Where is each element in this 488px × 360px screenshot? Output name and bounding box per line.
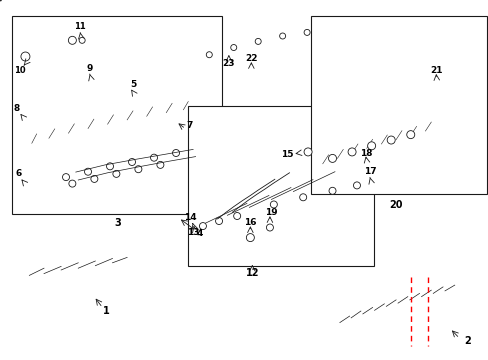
- Circle shape: [68, 36, 76, 44]
- Circle shape: [328, 187, 335, 194]
- Circle shape: [79, 37, 85, 43]
- Circle shape: [367, 142, 375, 150]
- Text: 9: 9: [86, 64, 93, 73]
- Text: 1: 1: [103, 306, 110, 316]
- Text: 18: 18: [360, 148, 372, 158]
- Circle shape: [172, 149, 179, 157]
- Text: 2: 2: [464, 336, 470, 346]
- Circle shape: [157, 161, 163, 168]
- Text: 10: 10: [14, 66, 25, 75]
- Text: 17: 17: [364, 167, 376, 176]
- Circle shape: [255, 39, 261, 44]
- Bar: [12, 16, 222, 214]
- Circle shape: [106, 163, 113, 170]
- Circle shape: [406, 131, 414, 139]
- Circle shape: [91, 175, 98, 183]
- Circle shape: [386, 136, 394, 144]
- Text: 13: 13: [187, 229, 200, 238]
- Text: 3: 3: [114, 218, 121, 228]
- Text: 11: 11: [74, 22, 85, 31]
- Text: 16: 16: [244, 218, 256, 227]
- Circle shape: [113, 170, 120, 177]
- Circle shape: [128, 158, 135, 166]
- Text: 19: 19: [264, 208, 277, 217]
- Circle shape: [69, 180, 76, 187]
- Text: 22: 22: [244, 54, 257, 63]
- Circle shape: [270, 201, 277, 208]
- Circle shape: [84, 168, 91, 175]
- Circle shape: [279, 33, 285, 39]
- Text: 4: 4: [196, 229, 203, 238]
- Circle shape: [328, 154, 336, 162]
- Circle shape: [150, 154, 157, 161]
- Circle shape: [62, 174, 69, 181]
- Circle shape: [299, 194, 306, 201]
- Circle shape: [21, 52, 30, 61]
- Text: 5: 5: [130, 80, 136, 89]
- Circle shape: [304, 148, 311, 156]
- Text: 15: 15: [281, 150, 293, 158]
- Text: 6: 6: [16, 169, 21, 178]
- Circle shape: [266, 224, 273, 231]
- Circle shape: [246, 234, 254, 242]
- Text: 14: 14: [184, 212, 197, 221]
- Circle shape: [215, 217, 222, 225]
- Bar: [310, 16, 486, 194]
- Circle shape: [347, 148, 355, 156]
- Text: 7: 7: [186, 122, 193, 130]
- Circle shape: [353, 182, 360, 189]
- Circle shape: [135, 166, 142, 173]
- Circle shape: [230, 45, 236, 50]
- Circle shape: [304, 30, 309, 35]
- Text: 20: 20: [388, 200, 402, 210]
- Circle shape: [206, 52, 212, 58]
- Text: 8: 8: [13, 104, 19, 113]
- Text: 12: 12: [245, 268, 259, 278]
- Circle shape: [233, 212, 240, 220]
- Bar: [188, 106, 373, 266]
- Text: 21: 21: [429, 66, 442, 75]
- Circle shape: [199, 222, 206, 230]
- Text: 23: 23: [222, 58, 235, 68]
